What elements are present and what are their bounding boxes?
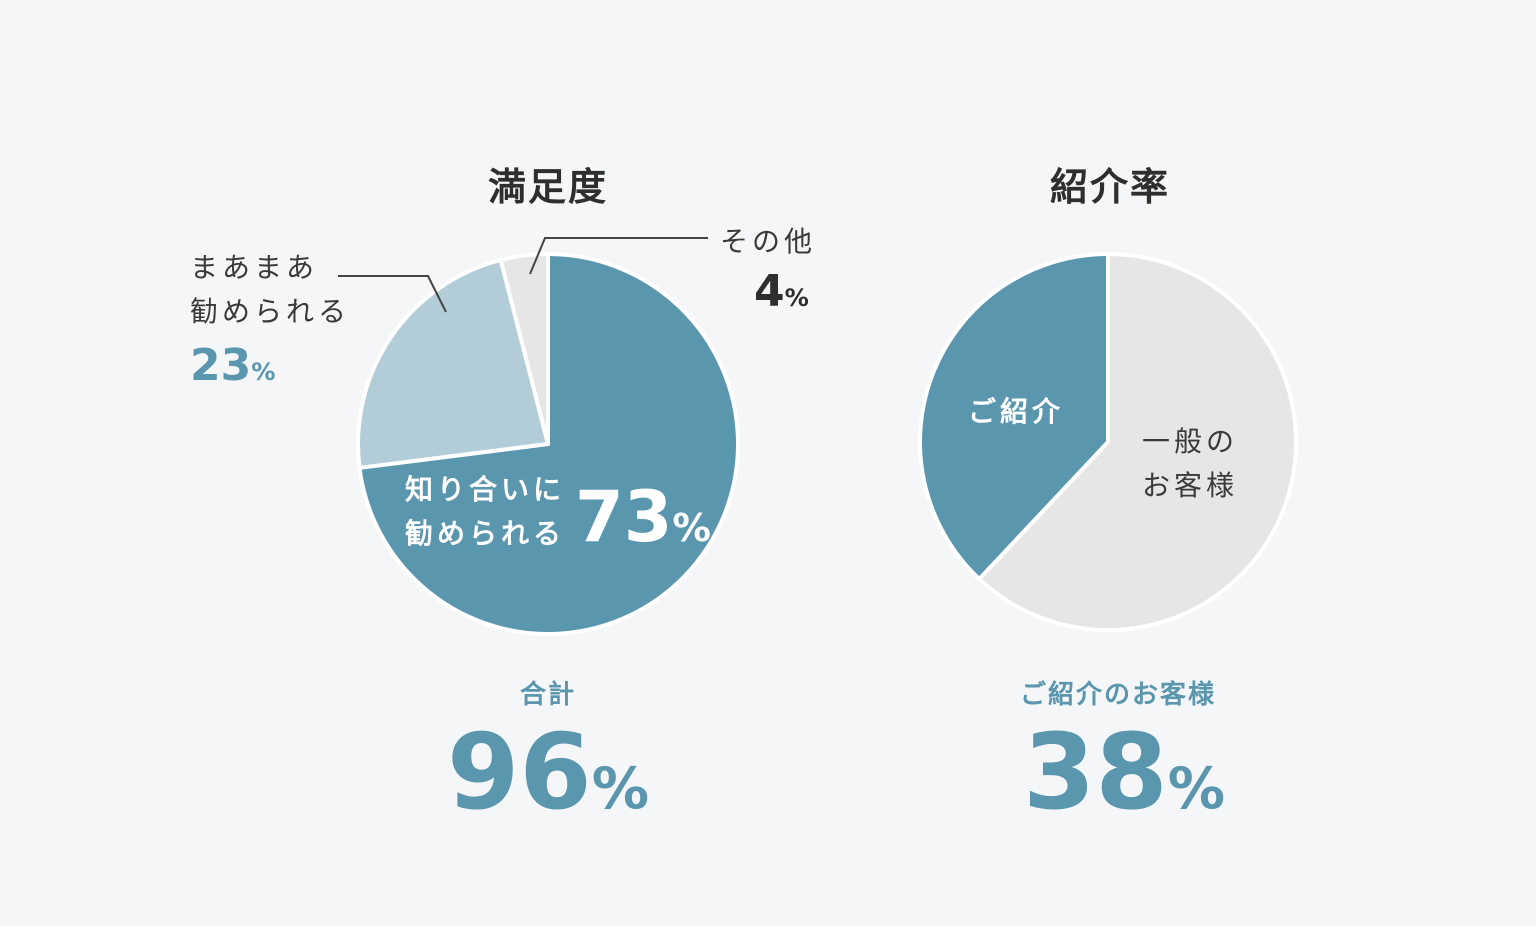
leader-line-somewhat	[338, 275, 447, 313]
pct-sign: %	[591, 756, 650, 822]
pct-recommended-value: 73	[575, 476, 673, 558]
pie-slice-other	[498, 252, 550, 446]
pct-other-value: 4	[754, 266, 785, 317]
pie-slice-general	[977, 252, 1298, 632]
label-general-line1: 一般の	[1142, 425, 1239, 458]
label-general-line2: お客様	[1142, 469, 1239, 502]
total-value-number: 96	[446, 711, 592, 833]
label-recommended-line2: 勧められる	[405, 517, 566, 550]
total-label-referral: ご紹介のお客様	[1019, 680, 1216, 710]
label-somewhat-line2: 勧められる	[190, 295, 351, 328]
label-other: その他	[720, 225, 817, 258]
chart-title-satisfaction: 満足度	[487, 165, 608, 209]
label-somewhat-line1: まあまあ	[190, 251, 319, 284]
pie-slice-somewhat	[356, 257, 550, 470]
pie-slice-referral	[918, 252, 1110, 582]
pct-recommended: 73%	[575, 476, 711, 558]
pct-sign: %	[784, 284, 809, 312]
label-general-customers: 一般の お客様	[1142, 420, 1238, 508]
pct-sign: %	[251, 358, 276, 386]
pct-other: 4%	[754, 266, 809, 317]
total-value-number: 38	[1022, 711, 1168, 833]
pct-sign: %	[1167, 756, 1226, 822]
total-label-satisfaction: 合計	[519, 680, 576, 710]
label-referral: ご紹介	[968, 395, 1065, 428]
leader-line-other	[529, 237, 708, 275]
pct-somewhat-value: 23	[190, 340, 252, 391]
label-recommended-line1: 知り合いに	[405, 473, 566, 506]
total-value-satisfaction: 96%	[348, 720, 748, 841]
total-value-referral: 38%	[924, 720, 1324, 841]
label-recommended-to-acquaintance: 知り合いに 勧められる	[405, 468, 565, 556]
chart-title-referral-rate: 紹介率	[1049, 165, 1170, 209]
label-somewhat-recommended: まあまあ 勧められる	[190, 246, 350, 334]
pct-somewhat-recommended: 23%	[190, 340, 275, 391]
pct-sign: %	[672, 506, 711, 551]
